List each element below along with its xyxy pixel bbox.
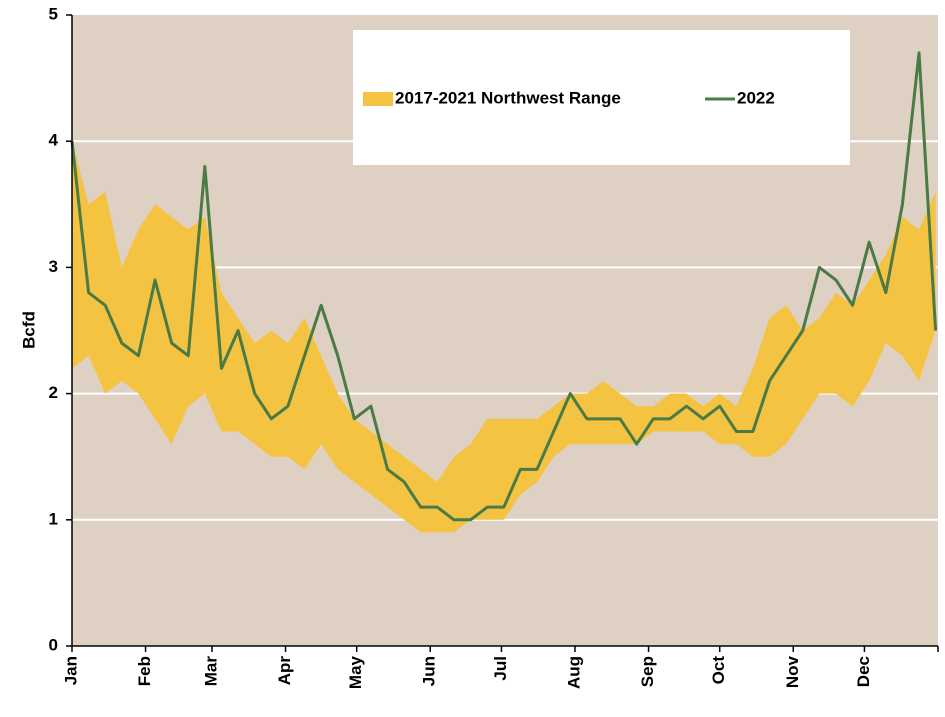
x-tick-label: Sep [638,656,657,687]
x-tick-label: Feb [135,656,154,686]
legend-box [353,30,850,165]
x-tick-label: Mar [201,656,220,687]
line [70,51,938,522]
x-tick-label: Dec [854,656,873,687]
x-tick-label: Jan [61,656,80,685]
legend-label: 2017-2021 Northwest Range [395,88,621,107]
x-tick-label: Apr [275,656,294,686]
x-tick-label: Oct [709,656,728,685]
y-tick-label: 3 [49,257,58,276]
x-tick-label: May [346,655,365,689]
range-area [72,141,936,533]
x-tick-label: Jul [491,656,510,681]
x-tick-label: Aug [564,656,583,689]
y-tick-label: 4 [49,131,59,150]
y-tick-label: 5 [49,4,58,23]
legend-swatch [363,92,393,106]
y-tick-label: 0 [49,635,58,654]
legend-label: 2022 [737,88,775,107]
x-tick-label: Jun [420,656,439,686]
y-tick-label: 1 [49,509,58,528]
y-axis-label: Bcfd [19,311,38,349]
x-tick-label: Nov [783,655,802,688]
y-tick-label: 2 [49,383,58,402]
